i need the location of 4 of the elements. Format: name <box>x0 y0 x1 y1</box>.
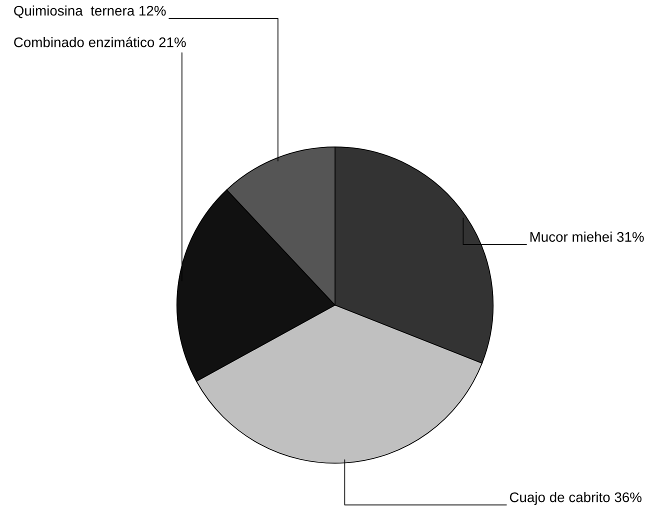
slice-label: Quimiosina ternera 12% <box>14 5 166 18</box>
slice-label: Mucor miehei 31% <box>530 232 644 242</box>
slice-label: Combinado enzimático 21% <box>14 36 186 48</box>
slice-label: Cuajo de cabrito 36% <box>510 492 642 505</box>
